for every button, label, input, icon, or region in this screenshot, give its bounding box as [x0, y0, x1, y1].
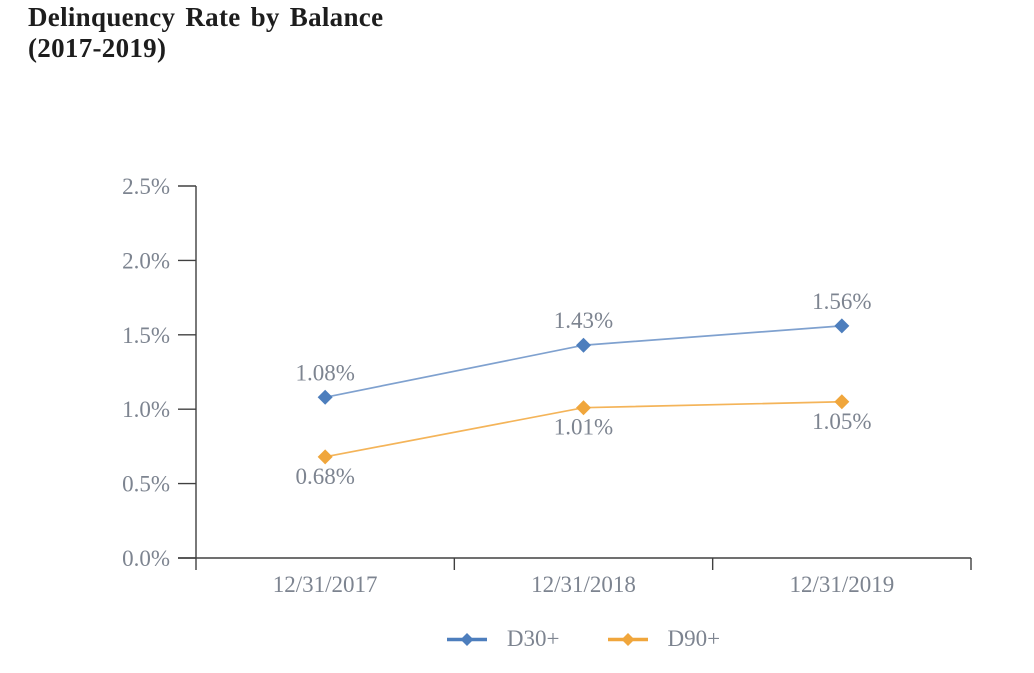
- marker-d30-icon: [317, 389, 333, 405]
- y-tick-label: 2.5%: [122, 174, 170, 199]
- data-label-d90: 1.05%: [812, 409, 871, 434]
- x-tick-label: 12/31/2018: [531, 572, 636, 597]
- legend-marker-d90-icon: [607, 632, 648, 646]
- chart-title: Delinquency Rate by Balance (2017-2019): [28, 2, 383, 64]
- marker-d90-icon: [834, 394, 850, 410]
- series-line-d30: [324, 325, 842, 399]
- data-label-d30: 1.56%: [812, 289, 871, 314]
- legend-marker-d30-icon: [446, 632, 487, 646]
- x-tick-label: 12/31/2019: [789, 572, 894, 597]
- legend: D30+ D90+: [196, 624, 971, 654]
- y-tick-label: 1.5%: [122, 323, 170, 348]
- data-label-d30: 1.08%: [295, 360, 354, 385]
- y-tick-label: 1.0%: [122, 397, 170, 422]
- legend-label-d30: D30+: [506, 626, 560, 651]
- y-tick-label: 0.5%: [122, 472, 170, 497]
- marker-d90-icon: [317, 449, 333, 465]
- data-label-d90: 0.68%: [295, 464, 354, 489]
- y-tick-label: 0.0%: [122, 546, 170, 571]
- data-label-d90: 1.01%: [554, 415, 613, 440]
- marker-d90-icon: [576, 400, 591, 416]
- legend-item-d90: D90+: [607, 626, 721, 652]
- marker-d30-icon: [576, 337, 591, 353]
- chart-title-line2: (2017-2019): [28, 33, 167, 63]
- chart-title-line1: Delinquency Rate by Balance: [28, 2, 384, 32]
- y-tick-label: 2.0%: [122, 248, 170, 273]
- data-label-d30: 1.43%: [554, 308, 613, 333]
- x-tick-label: 12/31/2017: [273, 572, 378, 597]
- legend-item-d30: D30+: [446, 626, 560, 652]
- marker-d30-icon: [834, 318, 850, 334]
- legend-label-d90: D90+: [667, 626, 721, 651]
